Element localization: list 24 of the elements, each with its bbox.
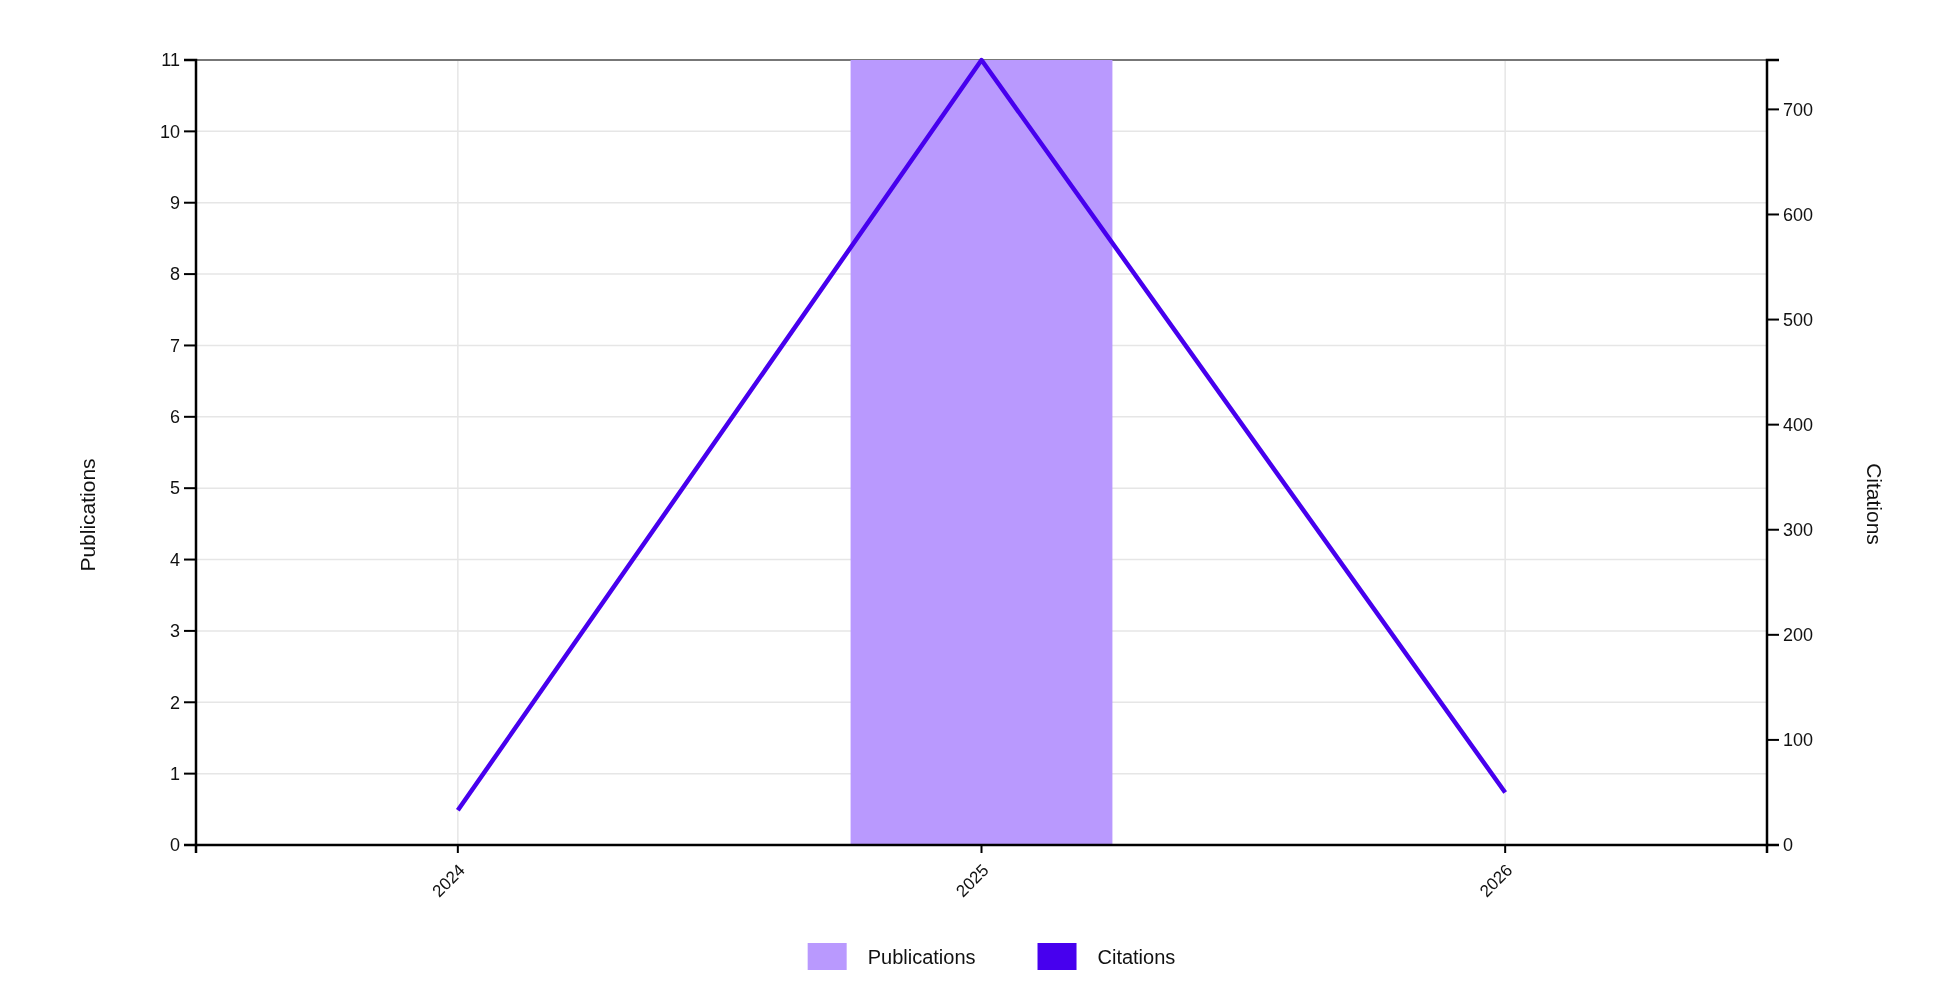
y2-tick-label: 0 bbox=[1783, 835, 1794, 856]
y2-tick-label: 400 bbox=[1783, 414, 1814, 435]
y2-tick-label: 500 bbox=[1783, 309, 1814, 330]
legend-label: Citations bbox=[1097, 945, 1176, 968]
y2-tick-label: 600 bbox=[1783, 204, 1814, 225]
y2-tick-label: 700 bbox=[1783, 99, 1814, 120]
y-tick-label: 2 bbox=[169, 692, 180, 713]
y-tick-label: 9 bbox=[169, 193, 180, 214]
y2-axis-title: Citations bbox=[1862, 463, 1886, 545]
legend-label: Publications bbox=[867, 945, 976, 968]
y-tick-label: 8 bbox=[169, 264, 180, 285]
y-tick-label: 5 bbox=[169, 478, 180, 499]
y-tick-label: 0 bbox=[169, 835, 180, 856]
y-tick-label: 10 bbox=[159, 121, 180, 142]
y-tick-label: 11 bbox=[161, 50, 180, 71]
y-tick-label: 3 bbox=[169, 621, 180, 642]
y-tick-label: 7 bbox=[169, 335, 180, 356]
y-tick-label: 6 bbox=[169, 407, 180, 428]
y2-tick-label: 100 bbox=[1783, 730, 1814, 751]
y2-tick-label: 300 bbox=[1783, 520, 1814, 541]
y-tick-label: 4 bbox=[169, 549, 180, 570]
y-tick-label: 1 bbox=[169, 763, 180, 784]
y-axis-title: Publications bbox=[76, 458, 100, 572]
y2-tick-label: 200 bbox=[1783, 625, 1814, 646]
